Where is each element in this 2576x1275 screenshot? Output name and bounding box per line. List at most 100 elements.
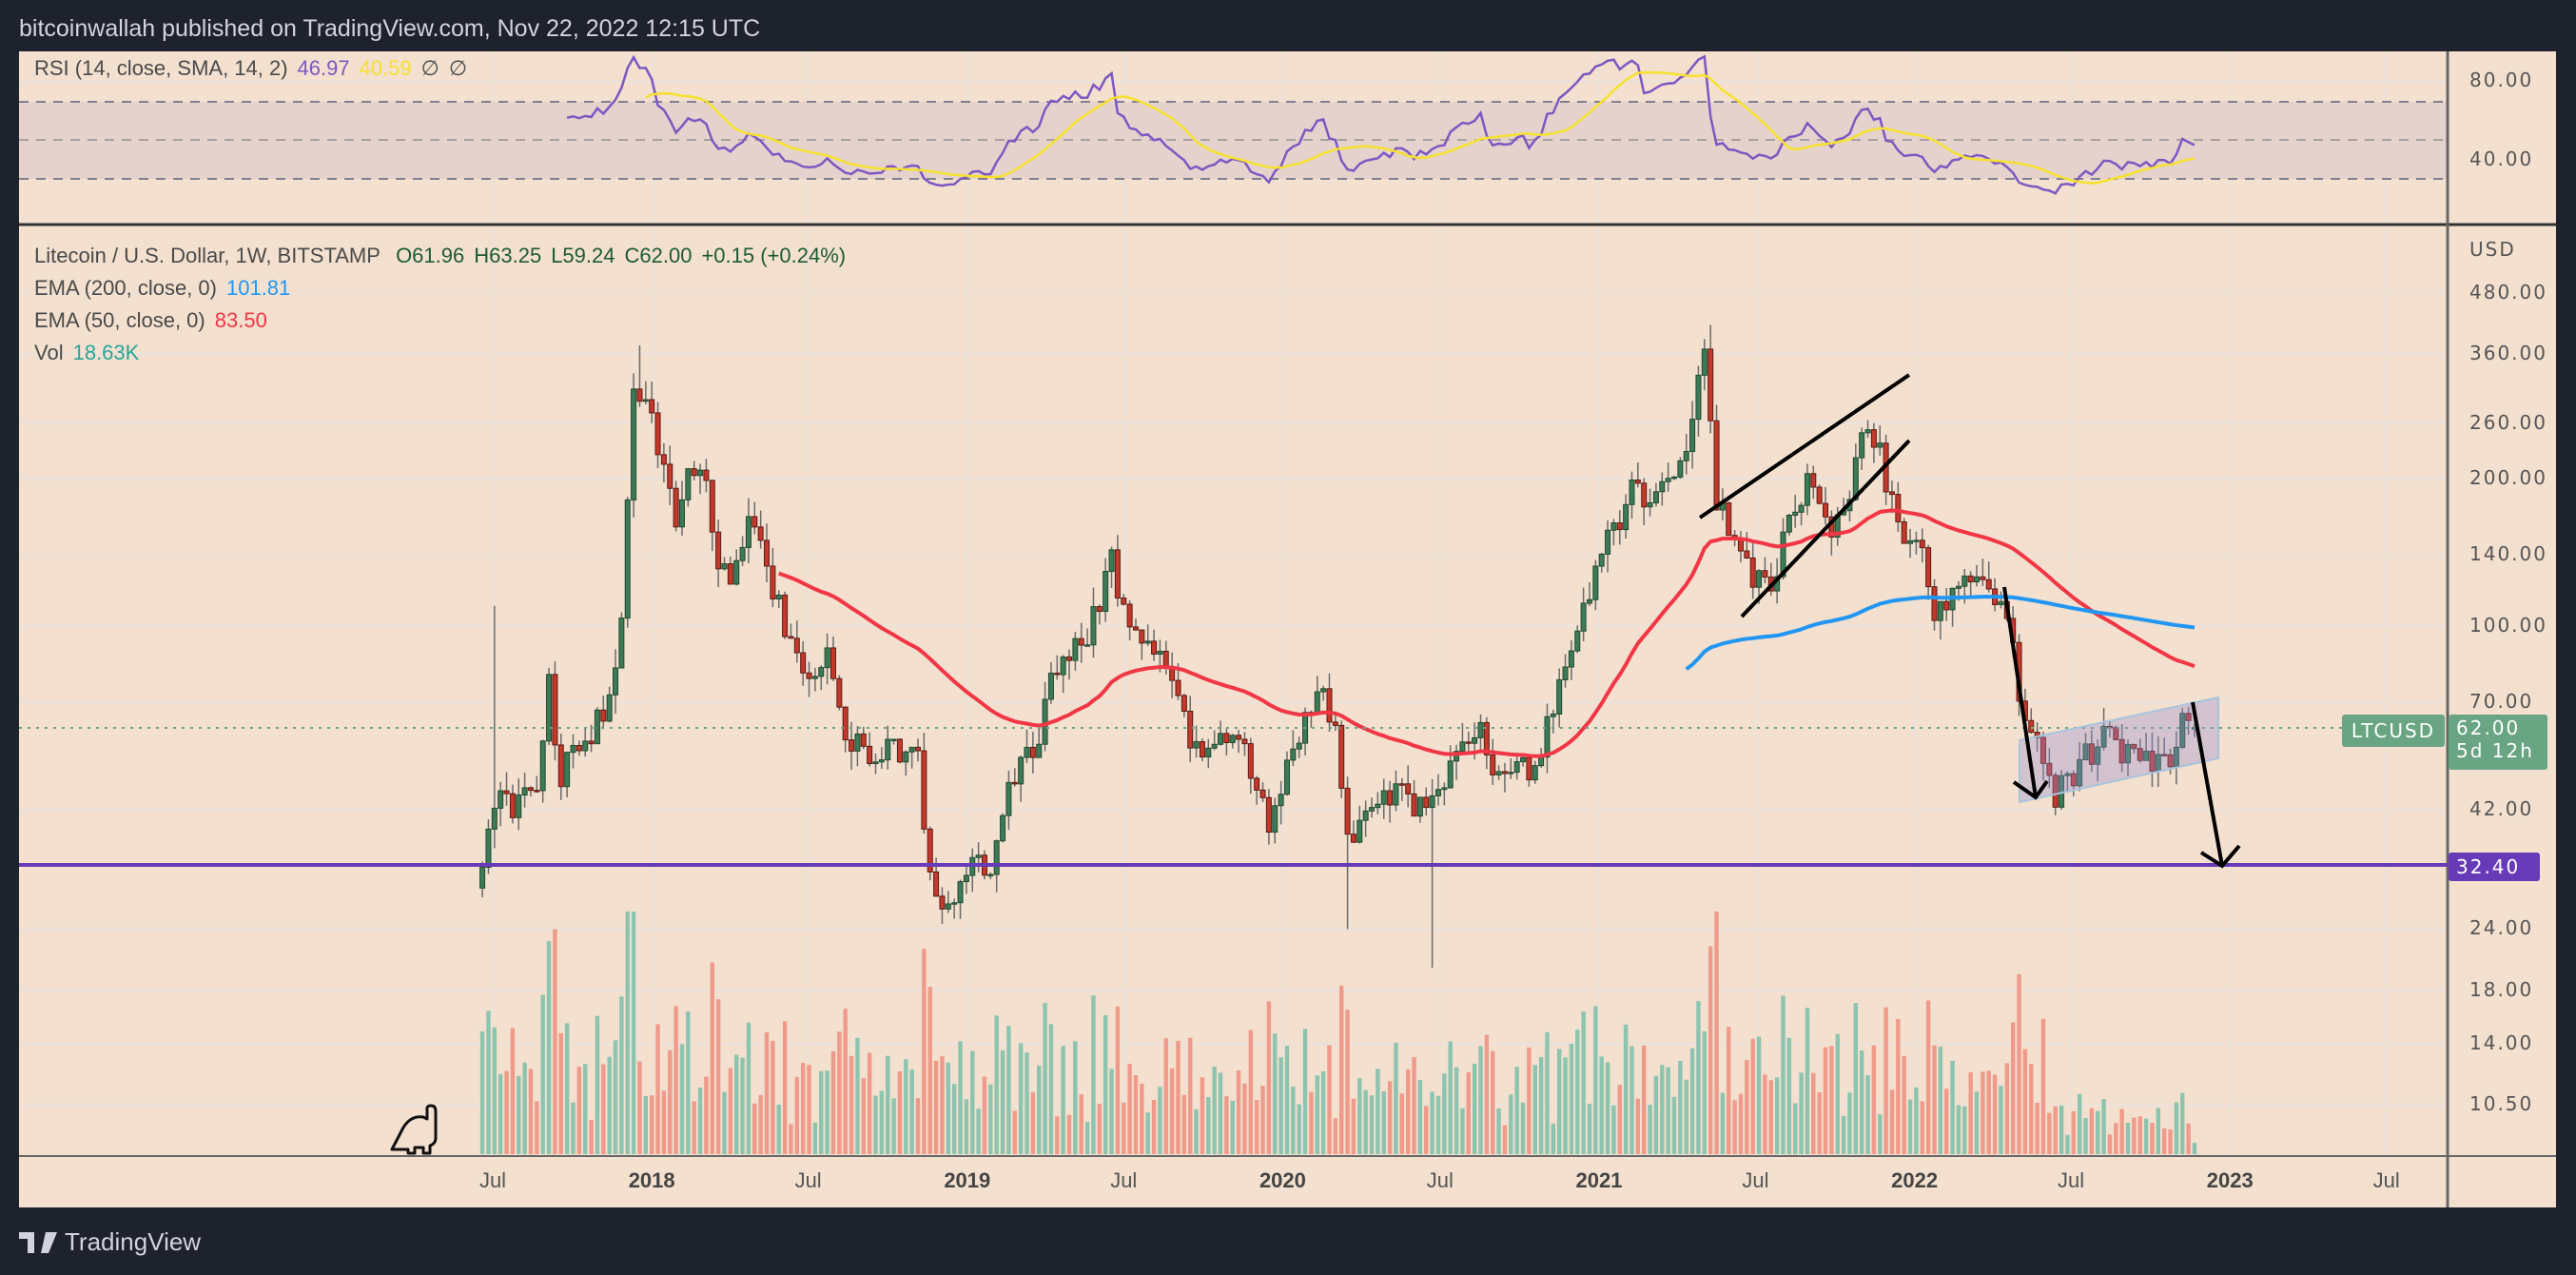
volume-bar: [1387, 1081, 1393, 1154]
volume-bar: [1357, 1078, 1362, 1154]
candle-body: [660, 454, 667, 465]
candle-body: [1864, 429, 1871, 434]
candle-body: [908, 746, 915, 753]
candle-body: [673, 487, 679, 528]
volume-bar: [2004, 1063, 2010, 1154]
rsi-value: 46.97: [297, 56, 350, 80]
price-axis-label: 140.00: [2469, 541, 2547, 565]
volume-bar: [1315, 1075, 1319, 1154]
volume-bar: [2137, 1116, 2142, 1154]
volume-bar: [1968, 1071, 1973, 1154]
candle-body: [1852, 457, 1859, 500]
candle-body: [1647, 501, 1653, 508]
candle-body: [1338, 724, 1345, 789]
ema200-legend[interactable]: EMA (200, close, 0) 101.81: [34, 276, 300, 301]
volume-bar: [2107, 1134, 2113, 1154]
candle-body: [1501, 771, 1508, 775]
candle-body: [1985, 579, 1992, 590]
volume-bar: [1793, 1103, 1798, 1154]
volume-bar: [1320, 1070, 1326, 1154]
candle-body: [1762, 570, 1768, 578]
candle-body: [1066, 656, 1073, 661]
volume-bar: [1309, 1091, 1314, 1154]
symbol-legend[interactable]: Litecoin / U.S. Dollar, 1W, BITSTAMP O61…: [34, 244, 855, 268]
candle-body: [1586, 598, 1592, 604]
candle-body: [1000, 814, 1006, 842]
candle-body: [1870, 429, 1877, 448]
volume-bar: [1799, 1072, 1804, 1154]
candle-body: [1090, 606, 1097, 646]
volume-bar: [1962, 1106, 1967, 1154]
volume-bar: [1376, 1069, 1380, 1154]
candle-body: [594, 709, 600, 745]
volume-bar: [1351, 1098, 1356, 1154]
volume-bar: [915, 1098, 921, 1154]
price-axis-label: 260.00: [2469, 410, 2547, 434]
candle-body: [678, 499, 685, 528]
footer-logo[interactable]: TradingView: [19, 1227, 201, 1257]
candle-body: [842, 706, 849, 741]
volume-bar: [933, 1060, 939, 1154]
rsi-legend[interactable]: RSI (14, close, SMA, 14, 2) 46.97 40.59 ∅ ∅: [34, 56, 477, 81]
candle-body: [1211, 743, 1218, 749]
volume-bar: [2010, 1022, 2016, 1154]
volume-bar: [1084, 1121, 1090, 1154]
na-value-1: ∅: [420, 56, 439, 80]
volume-bar: [576, 1066, 582, 1154]
ema50-legend[interactable]: EMA (50, close, 0) 83.50: [34, 308, 277, 333]
price-axis-label: 360.00: [2469, 342, 2547, 365]
chart-panel[interactable]: [19, 51, 2556, 1207]
volume-bar: [1236, 1069, 1241, 1154]
candle-body: [1483, 721, 1490, 755]
price-axis-label: 10.50: [2469, 1091, 2534, 1115]
candle-body: [1816, 486, 1823, 504]
volume-bar: [1163, 1038, 1168, 1154]
candle-body: [1616, 522, 1623, 531]
candle-body: [498, 790, 504, 809]
volume-bar: [1454, 1067, 1459, 1154]
volume-bar: [1545, 1031, 1550, 1154]
volume-bar: [1648, 1105, 1652, 1154]
volume-bar: [976, 1108, 981, 1154]
volume-bar: [1551, 1123, 1556, 1154]
volume-bar: [1109, 1069, 1114, 1154]
volume-bar: [2161, 1128, 2167, 1154]
candle-body: [1296, 742, 1302, 750]
candle-body: [993, 840, 1000, 875]
ema50-label: EMA (50, close, 0): [34, 308, 205, 332]
volume-bar: [1412, 1057, 1416, 1154]
volume-bar: [2083, 1118, 2088, 1154]
time-axis-label: Jul: [2372, 1168, 2400, 1192]
candle-body: [2052, 775, 2059, 808]
candle-body: [963, 874, 969, 883]
candle-body: [733, 559, 740, 585]
volume-bar: [498, 1073, 503, 1154]
candle-body: [1205, 747, 1212, 758]
volume-bar: [1781, 995, 1786, 1154]
volume-bar: [558, 1032, 563, 1154]
currency-label: USD: [2469, 238, 2516, 261]
volume-legend[interactable]: Vol 18.63K: [34, 341, 148, 365]
candle-body: [1344, 787, 1351, 835]
price-axis-label: 24.00: [2469, 916, 2534, 940]
candle-body: [1387, 790, 1394, 806]
ema200-label: EMA (200, close, 0): [34, 276, 217, 300]
volume-bar: [1394, 1042, 1398, 1154]
volume-bar: [553, 929, 557, 1154]
volume-bar: [2186, 1123, 2191, 1154]
volume-bar: [1466, 1071, 1471, 1154]
candle-body: [1175, 679, 1181, 696]
candle-body: [1943, 600, 1950, 611]
ema50-value: 83.50: [214, 308, 267, 332]
volume-bar: [1066, 1114, 1072, 1154]
candle-body: [1526, 756, 1532, 781]
volume-bar: [1145, 1112, 1150, 1154]
volume-bar: [1491, 1050, 1495, 1154]
candle-body: [1465, 741, 1472, 744]
volume-bar: [1732, 1100, 1737, 1154]
candle-body: [957, 881, 964, 904]
volume-bar: [546, 941, 552, 1154]
candle-body: [1931, 586, 1938, 621]
candle-body: [2064, 773, 2071, 776]
